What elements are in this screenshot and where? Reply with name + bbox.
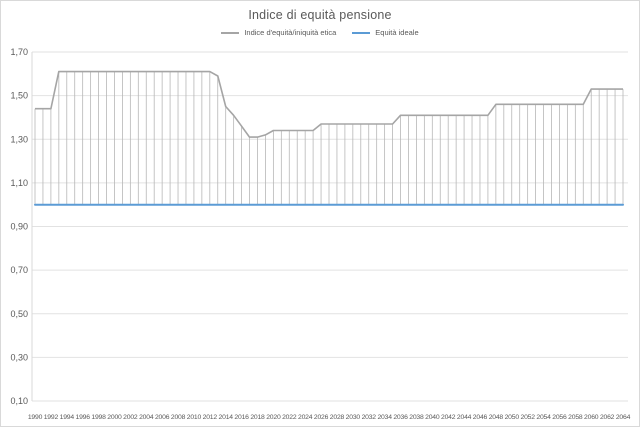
y-tick-label: 0,50: [10, 309, 28, 319]
legend-item-equity-index: Indice d'equità/iniquità etica: [221, 28, 336, 37]
x-tick-label: 2046: [473, 414, 488, 421]
x-tick-label: 2056: [552, 414, 567, 421]
x-tick-label: 2000: [107, 414, 122, 421]
chart-title: Indice di equità pensione: [248, 8, 392, 22]
x-tick-label: 2058: [568, 414, 583, 421]
x-tick-label: 2042: [441, 414, 456, 421]
x-tick-label: 2002: [123, 414, 138, 421]
x-tick-label: 2038: [409, 414, 424, 421]
x-tick-label: 2054: [536, 414, 551, 421]
x-tick-label: 2030: [346, 414, 361, 421]
y-tick-label: 1,30: [10, 134, 28, 144]
x-tick-label: 2010: [187, 414, 202, 421]
x-tick-label: 2012: [203, 414, 218, 421]
y-tick-label: 1,70: [10, 47, 28, 57]
x-tick-label: 1998: [91, 414, 106, 421]
x-tick-label: 2044: [457, 414, 472, 421]
x-tick-label: 2004: [139, 414, 154, 421]
legend-label-ideal-equity: Equità ideale: [375, 28, 419, 37]
x-tick-label: 2052: [520, 414, 535, 421]
x-tick-label: 2024: [298, 414, 313, 421]
y-tick-label: 0,70: [10, 265, 28, 275]
y-tick-label: 0,30: [10, 352, 28, 362]
x-tick-label: 2036: [393, 414, 408, 421]
x-tick-label: 2022: [282, 414, 297, 421]
x-tick-label: 2006: [155, 414, 170, 421]
x-tick-label: 2016: [234, 414, 249, 421]
x-tick-label: 2032: [362, 414, 377, 421]
x-tick-label: 2050: [505, 414, 520, 421]
x-tick-label: 2048: [489, 414, 504, 421]
x-tick-label: 1992: [44, 414, 59, 421]
x-tick-label: 2026: [314, 414, 329, 421]
y-tick-label: 1,50: [10, 91, 28, 101]
x-tick-label: 2018: [250, 414, 265, 421]
x-tick-label: 2034: [377, 414, 392, 421]
x-tick-label: 2060: [584, 414, 599, 421]
gray-line-swatch-icon: [221, 31, 240, 34]
x-tick-label: 2020: [266, 414, 281, 421]
legend-item-ideal-equity: Equità ideale: [352, 28, 419, 37]
blue-line-swatch-icon: [352, 31, 371, 34]
x-tick-label: 1994: [60, 414, 75, 421]
x-tick-label: 1990: [28, 414, 43, 421]
x-tick-label: 2008: [171, 414, 186, 421]
legend-label-equity-index: Indice d'equità/iniquità etica: [244, 28, 337, 37]
x-tick-label: 2014: [219, 414, 234, 421]
y-tick-label: 0,90: [10, 222, 28, 232]
x-tick-label: 1996: [76, 414, 91, 421]
x-tick-label: 2028: [330, 414, 345, 421]
equity-index-series: [35, 70, 623, 138]
x-tick-label: 2040: [425, 414, 440, 421]
y-tick-label: 0,10: [10, 396, 28, 406]
x-tick-label: 2064: [616, 414, 631, 421]
y-tick-label: 1,10: [10, 178, 28, 188]
x-tick-label: 2062: [600, 414, 615, 421]
chart-legend: Indice d'equità/iniquità etica Equità id…: [1, 28, 639, 37]
